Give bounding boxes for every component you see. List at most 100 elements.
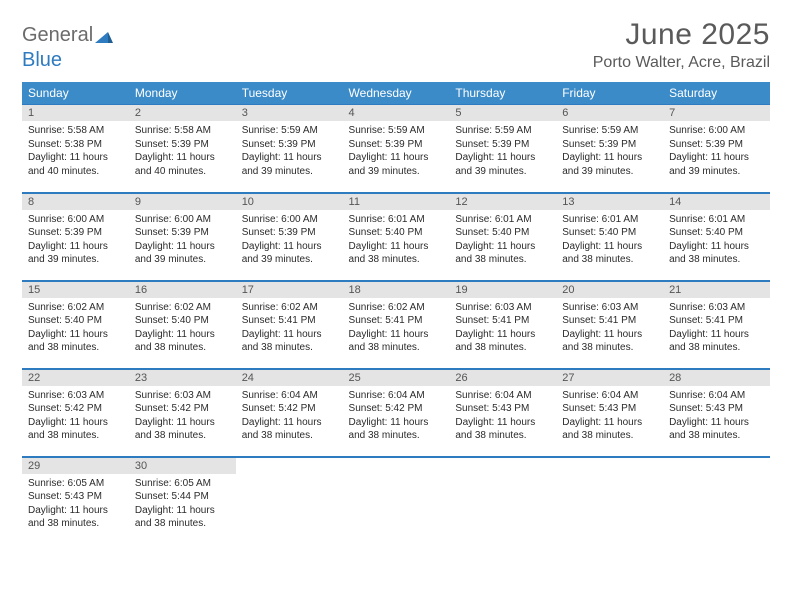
- day-number: 22: [22, 370, 129, 386]
- sunrise-line: Sunrise: 6:03 AM: [28, 389, 123, 403]
- day-number: 2: [129, 105, 236, 121]
- day-details: Sunrise: 6:04 AMSunset: 5:43 PMDaylight:…: [556, 386, 663, 449]
- day-number: 5: [449, 105, 556, 121]
- day-number: 1: [22, 105, 129, 121]
- day-of-week-header: Tuesday: [236, 82, 343, 105]
- day-of-week-header: Thursday: [449, 82, 556, 105]
- calendar-day-cell: 25Sunrise: 6:04 AMSunset: 5:42 PMDayligh…: [343, 369, 450, 457]
- sunrise-line: Sunrise: 6:03 AM: [669, 301, 764, 315]
- page-title: June 2025: [593, 18, 770, 52]
- daylight-line: Daylight: 11 hours and 38 minutes.: [349, 328, 444, 355]
- day-number: 13: [556, 194, 663, 210]
- daylight-line: Daylight: 11 hours and 38 minutes.: [455, 416, 550, 443]
- sunrise-line: Sunrise: 5:58 AM: [135, 124, 230, 138]
- sunset-line: Sunset: 5:39 PM: [669, 138, 764, 152]
- sunset-line: Sunset: 5:42 PM: [242, 402, 337, 416]
- day-details: Sunrise: 5:58 AMSunset: 5:39 PMDaylight:…: [129, 121, 236, 184]
- brand-logo: General Blue: [22, 18, 113, 72]
- day-number: 12: [449, 194, 556, 210]
- day-details: Sunrise: 5:59 AMSunset: 5:39 PMDaylight:…: [556, 121, 663, 184]
- daylight-line: Daylight: 11 hours and 39 minutes.: [562, 151, 657, 178]
- day-details: Sunrise: 5:59 AMSunset: 5:39 PMDaylight:…: [236, 121, 343, 184]
- calendar-day-cell: 7Sunrise: 6:00 AMSunset: 5:39 PMDaylight…: [663, 105, 770, 193]
- calendar-day-cell: 18Sunrise: 6:02 AMSunset: 5:41 PMDayligh…: [343, 281, 450, 369]
- daylight-line: Daylight: 11 hours and 38 minutes.: [28, 504, 123, 531]
- day-number: 8: [22, 194, 129, 210]
- day-details: Sunrise: 5:58 AMSunset: 5:38 PMDaylight:…: [22, 121, 129, 184]
- sunrise-line: Sunrise: 6:04 AM: [242, 389, 337, 403]
- calendar-day-cell: 23Sunrise: 6:03 AMSunset: 5:42 PMDayligh…: [129, 369, 236, 457]
- daylight-line: Daylight: 11 hours and 39 minutes.: [669, 151, 764, 178]
- sunset-line: Sunset: 5:39 PM: [349, 138, 444, 152]
- day-number: 30: [129, 458, 236, 474]
- calendar-day-cell: 3Sunrise: 5:59 AMSunset: 5:39 PMDaylight…: [236, 105, 343, 193]
- day-details: Sunrise: 6:00 AMSunset: 5:39 PMDaylight:…: [129, 210, 236, 273]
- calendar-body: 1Sunrise: 5:58 AMSunset: 5:38 PMDaylight…: [22, 105, 770, 545]
- calendar-day-cell: 4Sunrise: 5:59 AMSunset: 5:39 PMDaylight…: [343, 105, 450, 193]
- daylight-line: Daylight: 11 hours and 39 minutes.: [28, 240, 123, 267]
- day-of-week-header: Monday: [129, 82, 236, 105]
- sunset-line: Sunset: 5:39 PM: [242, 226, 337, 240]
- day-number: 20: [556, 282, 663, 298]
- daylight-line: Daylight: 11 hours and 38 minutes.: [28, 328, 123, 355]
- day-details: Sunrise: 6:03 AMSunset: 5:42 PMDaylight:…: [22, 386, 129, 449]
- daylight-line: Daylight: 11 hours and 38 minutes.: [455, 240, 550, 267]
- sunrise-line: Sunrise: 6:04 AM: [669, 389, 764, 403]
- sunset-line: Sunset: 5:39 PM: [455, 138, 550, 152]
- sunrise-line: Sunrise: 6:05 AM: [135, 477, 230, 491]
- sunrise-line: Sunrise: 6:04 AM: [455, 389, 550, 403]
- day-details: Sunrise: 6:03 AMSunset: 5:41 PMDaylight:…: [663, 298, 770, 361]
- day-number: 6: [556, 105, 663, 121]
- daylight-line: Daylight: 11 hours and 38 minutes.: [455, 328, 550, 355]
- calendar-day-cell: 19Sunrise: 6:03 AMSunset: 5:41 PMDayligh…: [449, 281, 556, 369]
- calendar-week-row: 15Sunrise: 6:02 AMSunset: 5:40 PMDayligh…: [22, 281, 770, 369]
- sunset-line: Sunset: 5:41 PM: [455, 314, 550, 328]
- day-details: Sunrise: 6:04 AMSunset: 5:43 PMDaylight:…: [449, 386, 556, 449]
- daylight-line: Daylight: 11 hours and 39 minutes.: [455, 151, 550, 178]
- title-block: June 2025 Porto Walter, Acre, Brazil: [593, 18, 770, 72]
- day-number: 4: [343, 105, 450, 121]
- sunset-line: Sunset: 5:40 PM: [669, 226, 764, 240]
- sunset-line: Sunset: 5:40 PM: [455, 226, 550, 240]
- daylight-line: Daylight: 11 hours and 38 minutes.: [669, 240, 764, 267]
- sunrise-line: Sunrise: 6:02 AM: [242, 301, 337, 315]
- daylight-line: Daylight: 11 hours and 38 minutes.: [562, 416, 657, 443]
- sunset-line: Sunset: 5:43 PM: [669, 402, 764, 416]
- day-details: Sunrise: 6:03 AMSunset: 5:41 PMDaylight:…: [449, 298, 556, 361]
- sunrise-line: Sunrise: 5:59 AM: [349, 124, 444, 138]
- calendar-day-cell: 1Sunrise: 5:58 AMSunset: 5:38 PMDaylight…: [22, 105, 129, 193]
- calendar-day-cell: 9Sunrise: 6:00 AMSunset: 5:39 PMDaylight…: [129, 193, 236, 281]
- day-details: Sunrise: 6:02 AMSunset: 5:41 PMDaylight:…: [236, 298, 343, 361]
- day-number: 21: [663, 282, 770, 298]
- sunrise-line: Sunrise: 6:01 AM: [349, 213, 444, 227]
- calendar-day-cell: 24Sunrise: 6:04 AMSunset: 5:42 PMDayligh…: [236, 369, 343, 457]
- sunset-line: Sunset: 5:39 PM: [28, 226, 123, 240]
- calendar-empty-cell: [343, 457, 450, 545]
- header: General Blue June 2025 Porto Walter, Acr…: [22, 18, 770, 72]
- sunset-line: Sunset: 5:41 PM: [242, 314, 337, 328]
- calendar-day-cell: 27Sunrise: 6:04 AMSunset: 5:43 PMDayligh…: [556, 369, 663, 457]
- calendar-day-cell: 5 Sunrise: 5:59 AMSunset: 5:39 PMDaylight…: [449, 105, 556, 193]
- location-subtitle: Porto Walter, Acre, Brazil: [593, 54, 770, 72]
- calendar-day-cell: 8 Sunrise: 6:00 AMSunset: 5:39 PMDaylight…: [22, 193, 129, 281]
- calendar-day-cell: 26Sunrise: 6:04 AMSunset: 5:43 PMDayligh…: [449, 369, 556, 457]
- day-of-week-header: Saturday: [663, 82, 770, 105]
- sunset-line: Sunset: 5:39 PM: [135, 226, 230, 240]
- daylight-line: Daylight: 11 hours and 40 minutes.: [28, 151, 123, 178]
- sunrise-line: Sunrise: 6:00 AM: [28, 213, 123, 227]
- calendar-empty-cell: [236, 457, 343, 545]
- calendar-day-cell: 15Sunrise: 6:02 AMSunset: 5:40 PMDayligh…: [22, 281, 129, 369]
- day-number: 19: [449, 282, 556, 298]
- day-number: 28: [663, 370, 770, 386]
- day-details: Sunrise: 6:01 AMSunset: 5:40 PMDaylight:…: [556, 210, 663, 273]
- calendar-day-cell: 30Sunrise: 6:05 AMSunset: 5:44 PMDayligh…: [129, 457, 236, 545]
- daylight-line: Daylight: 11 hours and 39 minutes.: [135, 240, 230, 267]
- daylight-line: Daylight: 11 hours and 38 minutes.: [135, 328, 230, 355]
- calendar-day-cell: 22Sunrise: 6:03 AMSunset: 5:42 PMDayligh…: [22, 369, 129, 457]
- sunset-line: Sunset: 5:42 PM: [28, 402, 123, 416]
- calendar-day-cell: 13Sunrise: 6:01 AMSunset: 5:40 PMDayligh…: [556, 193, 663, 281]
- day-number: 23: [129, 370, 236, 386]
- day-number: 25: [343, 370, 450, 386]
- sunrise-line: Sunrise: 5:59 AM: [455, 124, 550, 138]
- sunrise-line: Sunrise: 6:02 AM: [28, 301, 123, 315]
